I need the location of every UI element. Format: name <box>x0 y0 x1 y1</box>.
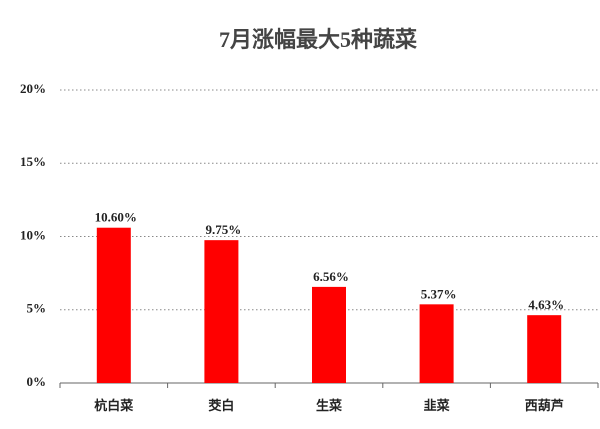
bar <box>204 240 239 383</box>
value-label: 10.60% <box>95 210 137 225</box>
y-tick-label: 15% <box>20 154 46 169</box>
value-label: 6.56% <box>313 269 349 284</box>
value-label: 5.37% <box>421 286 457 301</box>
bar <box>419 304 454 383</box>
y-tick-label: 0% <box>27 374 47 389</box>
x-tick-label: 杭白菜 <box>94 398 133 413</box>
chart-title: 7月涨幅最大5种蔬菜 <box>219 27 417 52</box>
x-tick-label: 西葫芦 <box>525 398 564 413</box>
x-tick-label: 韭菜 <box>424 398 450 413</box>
value-label: 4.63% <box>528 297 564 312</box>
bar <box>312 286 346 383</box>
y-tick-label: 10% <box>20 227 46 242</box>
bar <box>96 227 131 383</box>
value-label: 9.75% <box>206 222 242 237</box>
y-tick-label: 5% <box>27 301 47 316</box>
x-tick-label: 茭白 <box>208 398 234 413</box>
bar <box>527 315 562 383</box>
x-tick-label: 生菜 <box>316 398 342 413</box>
y-tick-label: 20% <box>20 81 46 96</box>
